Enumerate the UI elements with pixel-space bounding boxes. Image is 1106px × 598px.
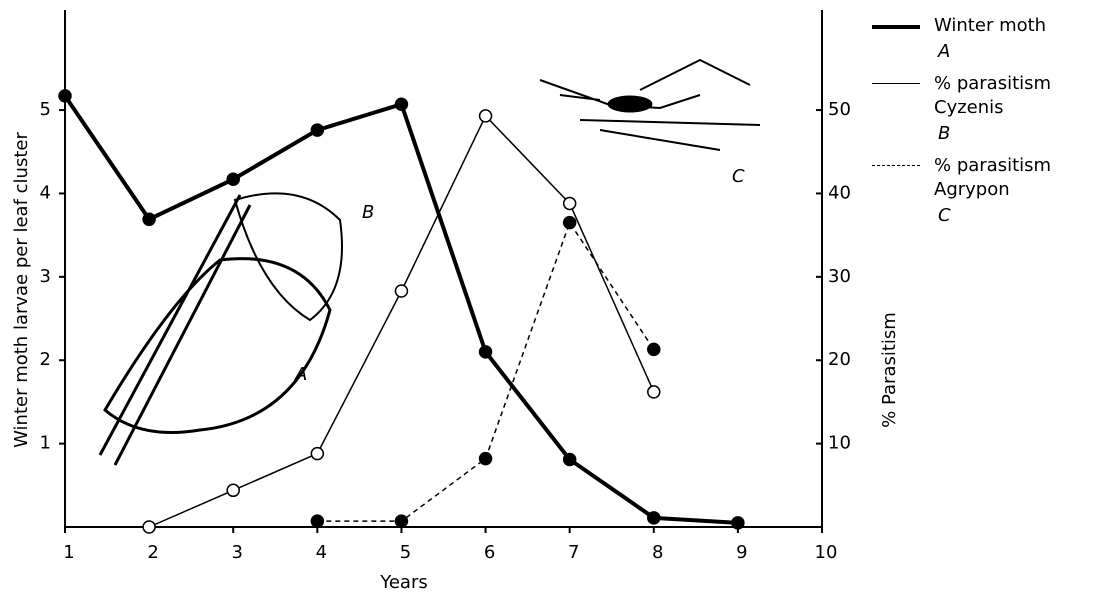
data-point [394,514,409,528]
legend-symbol-label: B [938,123,951,144]
illustrations [98,58,761,466]
y2-tick-label: 40 [828,182,851,203]
data-point [562,196,577,211]
x-tick-label: 8 [652,542,663,563]
x-tick-label: 3 [231,542,242,563]
y2-tick-label: 30 [828,266,851,287]
data-point [731,516,745,530]
annotation: C [732,166,745,187]
data-point [478,345,493,359]
x-tick-label: 10 [815,542,838,563]
data-point [562,215,577,230]
x-tick-label: 9 [736,542,747,563]
illustration-b [233,192,343,322]
legend: Winter moth A% parasitism Cyzenis B% paras… [872,14,1102,236]
legend-label: % parasitism Cyzenis [934,73,1052,118]
x-tick-label: 5 [400,542,411,563]
y2-axis-label: % Parasitism [879,312,900,428]
x-tick-label: 6 [484,542,495,563]
series-line [317,221,655,522]
data-point [226,172,240,187]
y-tick-label: 4 [40,182,51,203]
data-point [394,97,409,111]
data-point [478,109,493,123]
data-point [310,446,325,461]
illustration-a [98,194,332,466]
annotation: B [362,202,374,223]
data-point [647,342,661,357]
legend-label: Winter moth [934,15,1047,36]
illustration-c-body [607,95,653,113]
data-point [58,89,72,103]
data-point [478,451,493,466]
data-point [310,123,325,137]
y2-tick-label: 10 [828,433,851,454]
x-tick-label: 2 [147,542,158,563]
legend-item: Winter moth A [872,14,1102,66]
legend-label: % parasitism Agrypon [934,155,1052,200]
data-point [394,284,409,298]
x-axis-label: Years [379,572,428,593]
y-tick-label: 3 [40,266,51,287]
y-tick-label: 2 [40,349,51,370]
legend-key [872,25,920,29]
x-tick-label: 7 [568,542,579,563]
legend-key [872,165,920,166]
x-tick-label: 4 [316,542,327,563]
legend-item: % parasitism Agrypon C [872,154,1102,230]
legend-item: % parasitism Cyzenis B [872,72,1102,148]
y-tick-label: 1 [40,433,51,454]
data-point [647,511,661,525]
data-point [226,483,240,498]
y2-tick-label: 20 [828,349,851,370]
y2-tick-label: 50 [828,99,851,120]
data-point [562,452,577,467]
legend-key [872,83,920,84]
data-point [647,385,661,399]
legend-symbol-label: A [938,41,951,62]
y-axis-label: Winter moth larvae per leaf cluster [11,132,32,448]
y-tick-label: 5 [40,99,51,120]
annotation: A [294,364,307,385]
data-point [142,520,156,534]
legend-symbol-label: C [938,205,951,226]
data-point [142,212,156,227]
data-point [310,514,325,528]
x-tick-label: 1 [63,542,74,563]
series-line [63,94,739,525]
